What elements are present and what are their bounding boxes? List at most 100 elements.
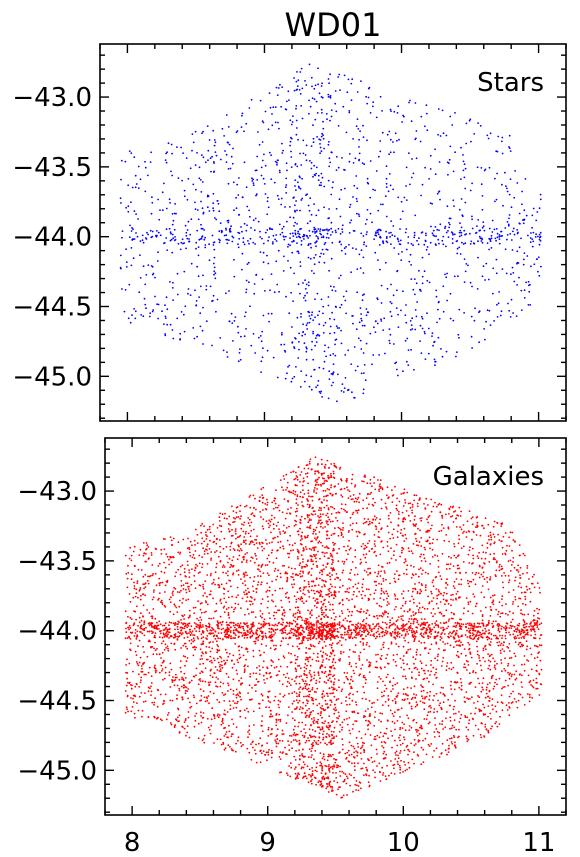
data-point bbox=[231, 505, 233, 508]
data-point bbox=[327, 93, 330, 96]
data-point bbox=[317, 739, 320, 742]
data-point bbox=[495, 561, 498, 564]
data-point bbox=[300, 164, 303, 166]
data-point bbox=[403, 572, 405, 575]
data-point bbox=[184, 224, 187, 227]
data-point bbox=[460, 510, 462, 513]
data-point bbox=[356, 118, 359, 120]
data-point bbox=[213, 273, 215, 276]
data-point bbox=[441, 632, 444, 634]
data-point bbox=[522, 222, 525, 225]
data-point bbox=[215, 310, 217, 313]
data-point bbox=[221, 717, 224, 720]
data-point bbox=[394, 700, 397, 703]
data-point bbox=[505, 603, 507, 605]
data-point bbox=[378, 762, 381, 765]
data-point bbox=[322, 579, 325, 582]
data-point bbox=[158, 620, 161, 623]
data-point bbox=[522, 219, 524, 222]
data-point bbox=[334, 703, 336, 706]
data-point bbox=[294, 179, 297, 182]
data-point bbox=[334, 229, 337, 232]
data-point bbox=[424, 239, 427, 242]
data-point bbox=[220, 723, 223, 726]
data-point bbox=[456, 650, 459, 653]
data-point bbox=[336, 717, 338, 719]
data-point bbox=[352, 322, 354, 325]
data-point bbox=[295, 507, 298, 510]
data-point bbox=[414, 328, 417, 331]
data-point bbox=[431, 628, 434, 631]
data-point bbox=[295, 119, 298, 122]
data-point bbox=[227, 126, 230, 128]
data-point bbox=[471, 215, 473, 218]
data-point bbox=[121, 236, 123, 239]
data-point bbox=[260, 340, 263, 343]
data-point bbox=[341, 228, 344, 231]
data-point bbox=[489, 238, 492, 241]
data-point bbox=[465, 735, 468, 738]
data-point bbox=[509, 150, 512, 153]
data-point bbox=[216, 200, 219, 202]
data-point bbox=[218, 701, 221, 704]
data-point bbox=[386, 623, 388, 626]
data-point bbox=[264, 503, 267, 505]
data-point bbox=[132, 670, 134, 673]
data-point bbox=[410, 242, 413, 245]
data-point bbox=[232, 689, 235, 692]
data-point bbox=[312, 141, 315, 144]
data-point bbox=[499, 314, 502, 317]
data-point bbox=[448, 513, 450, 515]
data-point bbox=[512, 683, 514, 686]
data-point bbox=[356, 187, 359, 190]
data-point bbox=[331, 186, 334, 189]
data-point bbox=[292, 235, 295, 238]
data-point bbox=[237, 636, 240, 639]
data-point bbox=[406, 698, 409, 700]
data-point bbox=[430, 643, 433, 646]
data-point bbox=[252, 621, 255, 624]
data-point bbox=[403, 761, 405, 763]
data-point bbox=[260, 602, 263, 605]
data-point bbox=[325, 236, 328, 239]
data-point bbox=[306, 328, 309, 330]
data-point bbox=[483, 706, 486, 709]
data-point bbox=[338, 327, 341, 329]
data-point bbox=[226, 555, 228, 558]
data-point bbox=[419, 654, 422, 656]
data-point bbox=[221, 692, 224, 694]
data-point bbox=[418, 581, 421, 584]
data-point bbox=[453, 736, 456, 739]
data-point bbox=[303, 467, 306, 470]
data-point bbox=[325, 682, 328, 684]
data-point bbox=[421, 231, 424, 234]
data-point bbox=[322, 551, 324, 554]
data-point bbox=[333, 331, 336, 334]
data-point bbox=[277, 569, 279, 572]
data-point bbox=[171, 251, 174, 254]
data-point bbox=[456, 247, 459, 250]
data-point bbox=[208, 525, 211, 528]
data-point bbox=[174, 236, 176, 238]
data-point bbox=[510, 675, 513, 678]
data-point bbox=[175, 606, 178, 609]
data-point bbox=[390, 302, 393, 305]
data-point bbox=[529, 680, 532, 682]
data-point bbox=[309, 242, 312, 245]
data-point bbox=[176, 676, 178, 679]
data-point bbox=[364, 710, 367, 712]
data-point bbox=[386, 545, 389, 547]
data-point bbox=[451, 506, 454, 509]
data-point bbox=[222, 722, 224, 724]
data-point bbox=[376, 681, 379, 683]
y-tick-label: −43.5 bbox=[12, 153, 92, 183]
data-point bbox=[377, 627, 380, 630]
data-point bbox=[526, 622, 528, 625]
data-point bbox=[127, 564, 129, 567]
data-point bbox=[512, 539, 515, 541]
data-point bbox=[336, 552, 338, 555]
data-point bbox=[135, 592, 138, 595]
data-point bbox=[276, 94, 279, 96]
data-point bbox=[477, 219, 480, 221]
data-point bbox=[306, 664, 308, 667]
